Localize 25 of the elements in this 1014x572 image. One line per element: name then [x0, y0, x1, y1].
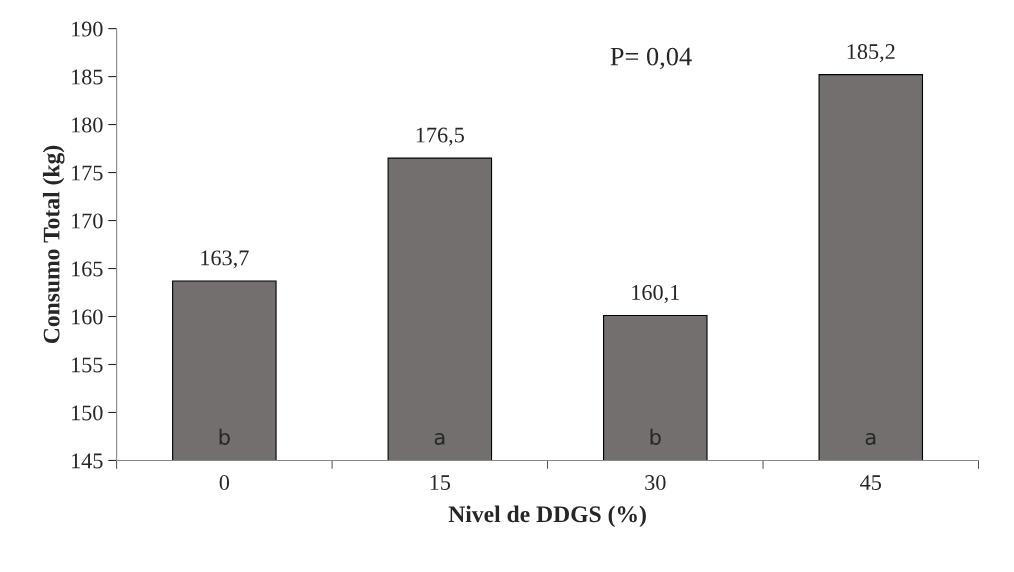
y-tick-label: 175 — [72, 165, 103, 181]
x-tick-label: 30 — [645, 474, 666, 490]
data-label: 160,1 — [632, 284, 679, 304]
y-tick-label: 160 — [72, 309, 103, 325]
annotation: b — [219, 428, 230, 445]
annotation: a — [865, 432, 876, 445]
annotation: b — [650, 428, 661, 445]
data-label: 176,5 — [416, 127, 464, 146]
x-tick-label: 15 — [430, 475, 451, 490]
x-tick-label: 0 — [219, 474, 230, 490]
x-axis-title: Nivel de DDGS (%) — [448, 505, 646, 528]
annotation: a — [434, 432, 445, 445]
y-tick-label: 180 — [72, 117, 103, 133]
data-label: 185,2 — [847, 44, 895, 63]
data-label: 163,7 — [201, 250, 249, 269]
x-tick-label: 45 — [860, 475, 882, 490]
y-tick-label: 155 — [72, 357, 103, 373]
y-tick-label: 170 — [72, 213, 103, 229]
y-tick-label: 185 — [72, 69, 103, 85]
y-tick-label: 150 — [72, 405, 103, 421]
y-tick-label: 165 — [72, 261, 103, 277]
annotation: P= 0,04 — [610, 47, 692, 70]
y-axis-title: Consumo Total (kg) — [42, 145, 65, 344]
y-tick-label: 190 — [72, 21, 103, 37]
y-tick-label: 145 — [72, 453, 103, 469]
